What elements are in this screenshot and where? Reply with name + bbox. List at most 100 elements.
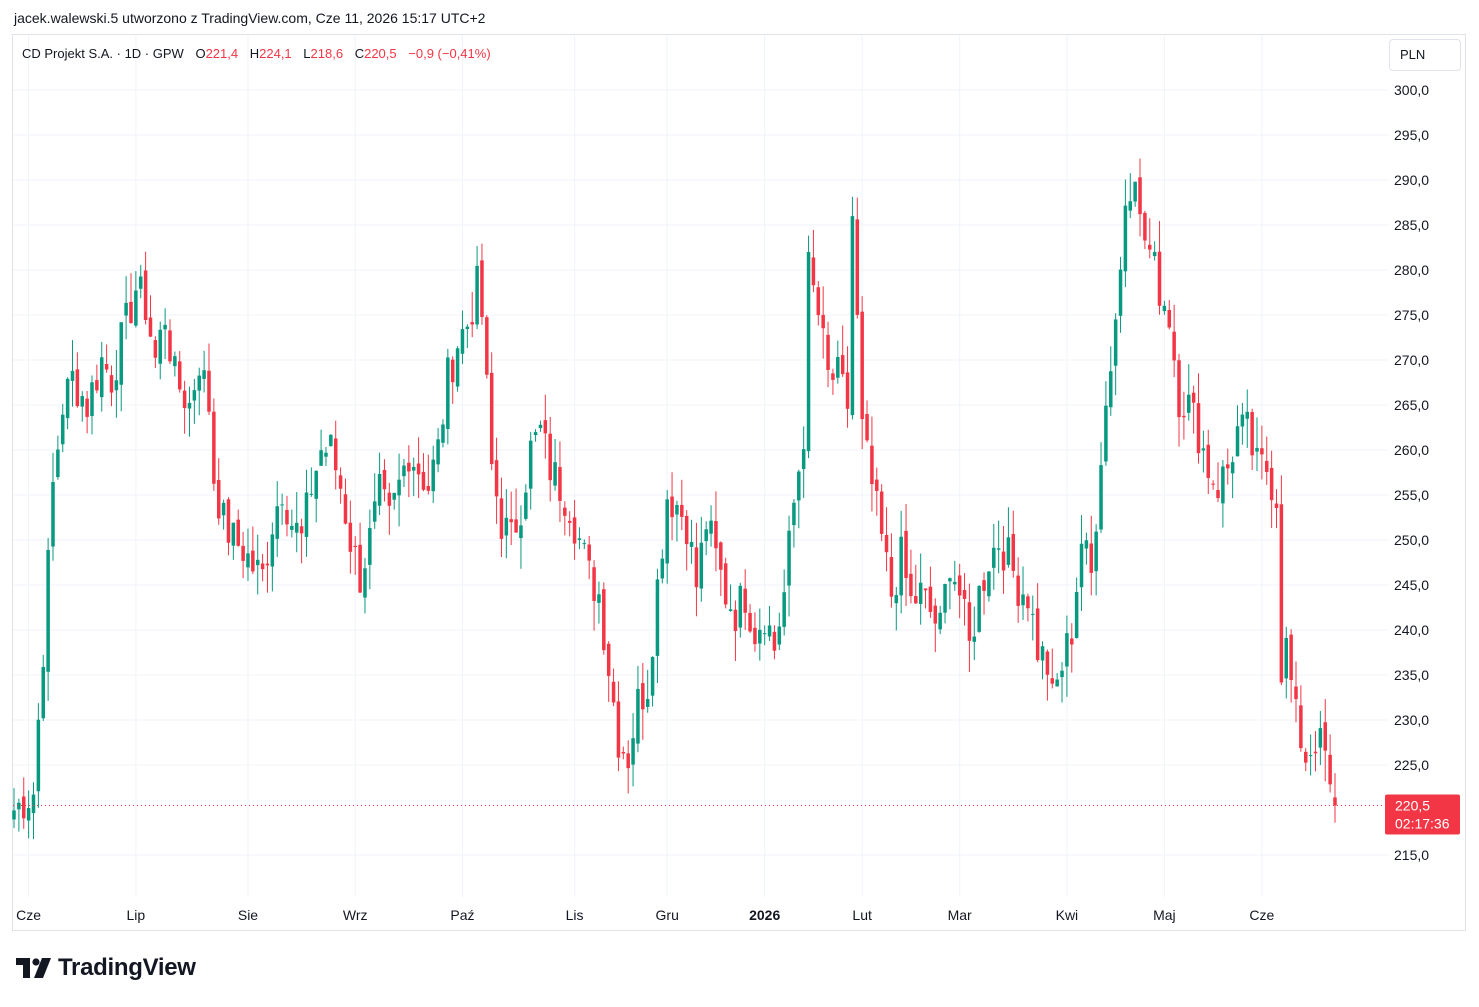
candle-body[interactable] (933, 605, 938, 624)
candle-body[interactable] (187, 402, 192, 409)
candle-body[interactable] (280, 504, 284, 506)
candle-body[interactable] (719, 542, 723, 570)
candle-body[interactable] (845, 372, 850, 409)
candle-body[interactable] (962, 589, 967, 599)
candle-body[interactable] (767, 625, 772, 637)
candle-body[interactable] (309, 493, 314, 495)
candle-body[interactable] (450, 359, 455, 383)
candle-body[interactable] (236, 519, 240, 546)
candle-body[interactable] (597, 594, 601, 603)
candle-body[interactable] (494, 460, 499, 497)
candle-body[interactable] (1128, 201, 1133, 211)
candle-body[interactable] (1123, 205, 1128, 272)
candle-body[interactable] (909, 573, 913, 597)
candle-body[interactable] (348, 522, 353, 552)
candle-body[interactable] (173, 356, 177, 367)
candle-body[interactable] (655, 579, 660, 656)
candle-body[interactable] (1084, 540, 1089, 549)
candle-body[interactable] (992, 547, 996, 568)
candle-body[interactable] (119, 322, 123, 385)
candle-body[interactable] (226, 499, 231, 543)
candle-body[interactable] (221, 502, 226, 516)
candle-body[interactable] (17, 802, 21, 810)
candle-body[interactable] (884, 534, 889, 553)
candle-body[interactable] (1079, 543, 1084, 588)
candle-body[interactable] (1021, 594, 1025, 606)
candle-body[interactable] (1265, 460, 1269, 472)
candle-body[interactable] (1255, 447, 1259, 452)
candle-body[interactable] (728, 609, 733, 611)
candle-body[interactable] (1060, 670, 1064, 678)
candle-body[interactable] (1182, 415, 1186, 418)
candle-body[interactable] (75, 369, 80, 407)
candle-body[interactable] (1289, 634, 1293, 681)
candle-body[interactable] (1074, 592, 1079, 638)
candle-body[interactable] (836, 356, 840, 378)
candle-body[interactable] (694, 547, 699, 588)
candle-body[interactable] (397, 479, 401, 496)
candle-body[interactable] (12, 810, 16, 820)
candle-body[interactable] (95, 380, 99, 391)
candle-body[interactable] (870, 445, 874, 484)
candle-body[interactable] (216, 479, 221, 519)
candle-body[interactable] (738, 585, 743, 628)
candle-body[interactable] (743, 588, 747, 613)
candle-body[interactable] (543, 420, 548, 434)
candle-body[interactable] (1026, 596, 1030, 609)
candle-body[interactable] (1284, 637, 1289, 679)
candle-body[interactable] (1308, 755, 1313, 757)
candle-body[interactable] (641, 683, 645, 710)
candle-body[interactable] (260, 563, 265, 570)
candle-body[interactable] (1089, 543, 1094, 573)
candle-body[interactable] (377, 473, 382, 506)
candle-body[interactable] (163, 324, 167, 330)
candle-body[interactable] (772, 631, 777, 651)
candle-body[interactable] (333, 438, 338, 471)
candle-body[interactable] (1133, 181, 1137, 202)
candle-body[interactable] (758, 629, 762, 644)
candle-body[interactable] (894, 595, 899, 604)
candle-body[interactable] (104, 363, 109, 370)
candle-body[interactable] (1235, 426, 1240, 457)
candle-body[interactable] (114, 380, 119, 391)
candle-body[interactable] (138, 276, 143, 289)
candle-body[interactable] (392, 492, 396, 500)
candle-body[interactable] (499, 498, 504, 539)
candle-body[interactable] (21, 796, 26, 819)
candle-body[interactable] (1299, 705, 1303, 749)
candle-body[interactable] (41, 666, 46, 719)
candle-body[interactable] (31, 794, 36, 814)
candle-body[interactable] (972, 636, 977, 642)
candle-body[interactable] (70, 370, 75, 381)
candle-body[interactable] (372, 501, 377, 522)
candle-body[interactable] (153, 340, 158, 358)
candle-body[interactable] (875, 479, 879, 491)
candle-body[interactable] (285, 509, 289, 525)
candle-body[interactable] (46, 549, 50, 672)
candle-body[interactable] (792, 502, 796, 526)
candle-body[interactable] (1148, 244, 1152, 250)
candle-body[interactable] (689, 541, 694, 547)
candle-body[interactable] (241, 545, 245, 561)
candle-body[interactable] (382, 469, 387, 490)
candle-body[interactable] (90, 382, 94, 416)
candle-body[interactable] (1240, 414, 1245, 427)
candle-body[interactable] (324, 452, 328, 457)
candle-body[interactable] (670, 496, 674, 518)
candle-body[interactable] (426, 485, 431, 491)
candle-body[interactable] (343, 494, 348, 524)
candle-body[interactable] (1201, 448, 1206, 451)
candle-body[interactable] (485, 317, 489, 375)
candle-body[interactable] (904, 530, 908, 579)
candle-body[interactable] (899, 536, 903, 596)
candle-body[interactable] (806, 252, 811, 452)
candle-body[interactable] (338, 475, 343, 489)
candle-body[interactable] (60, 414, 65, 445)
candle-body[interactable] (831, 373, 835, 380)
candle-body[interactable] (1016, 575, 1020, 606)
candle-body[interactable] (519, 525, 523, 539)
candle-body[interactable] (1303, 751, 1308, 763)
candle-body[interactable] (558, 467, 562, 501)
candle-body[interactable] (407, 462, 411, 472)
candle-body[interactable] (987, 571, 991, 597)
